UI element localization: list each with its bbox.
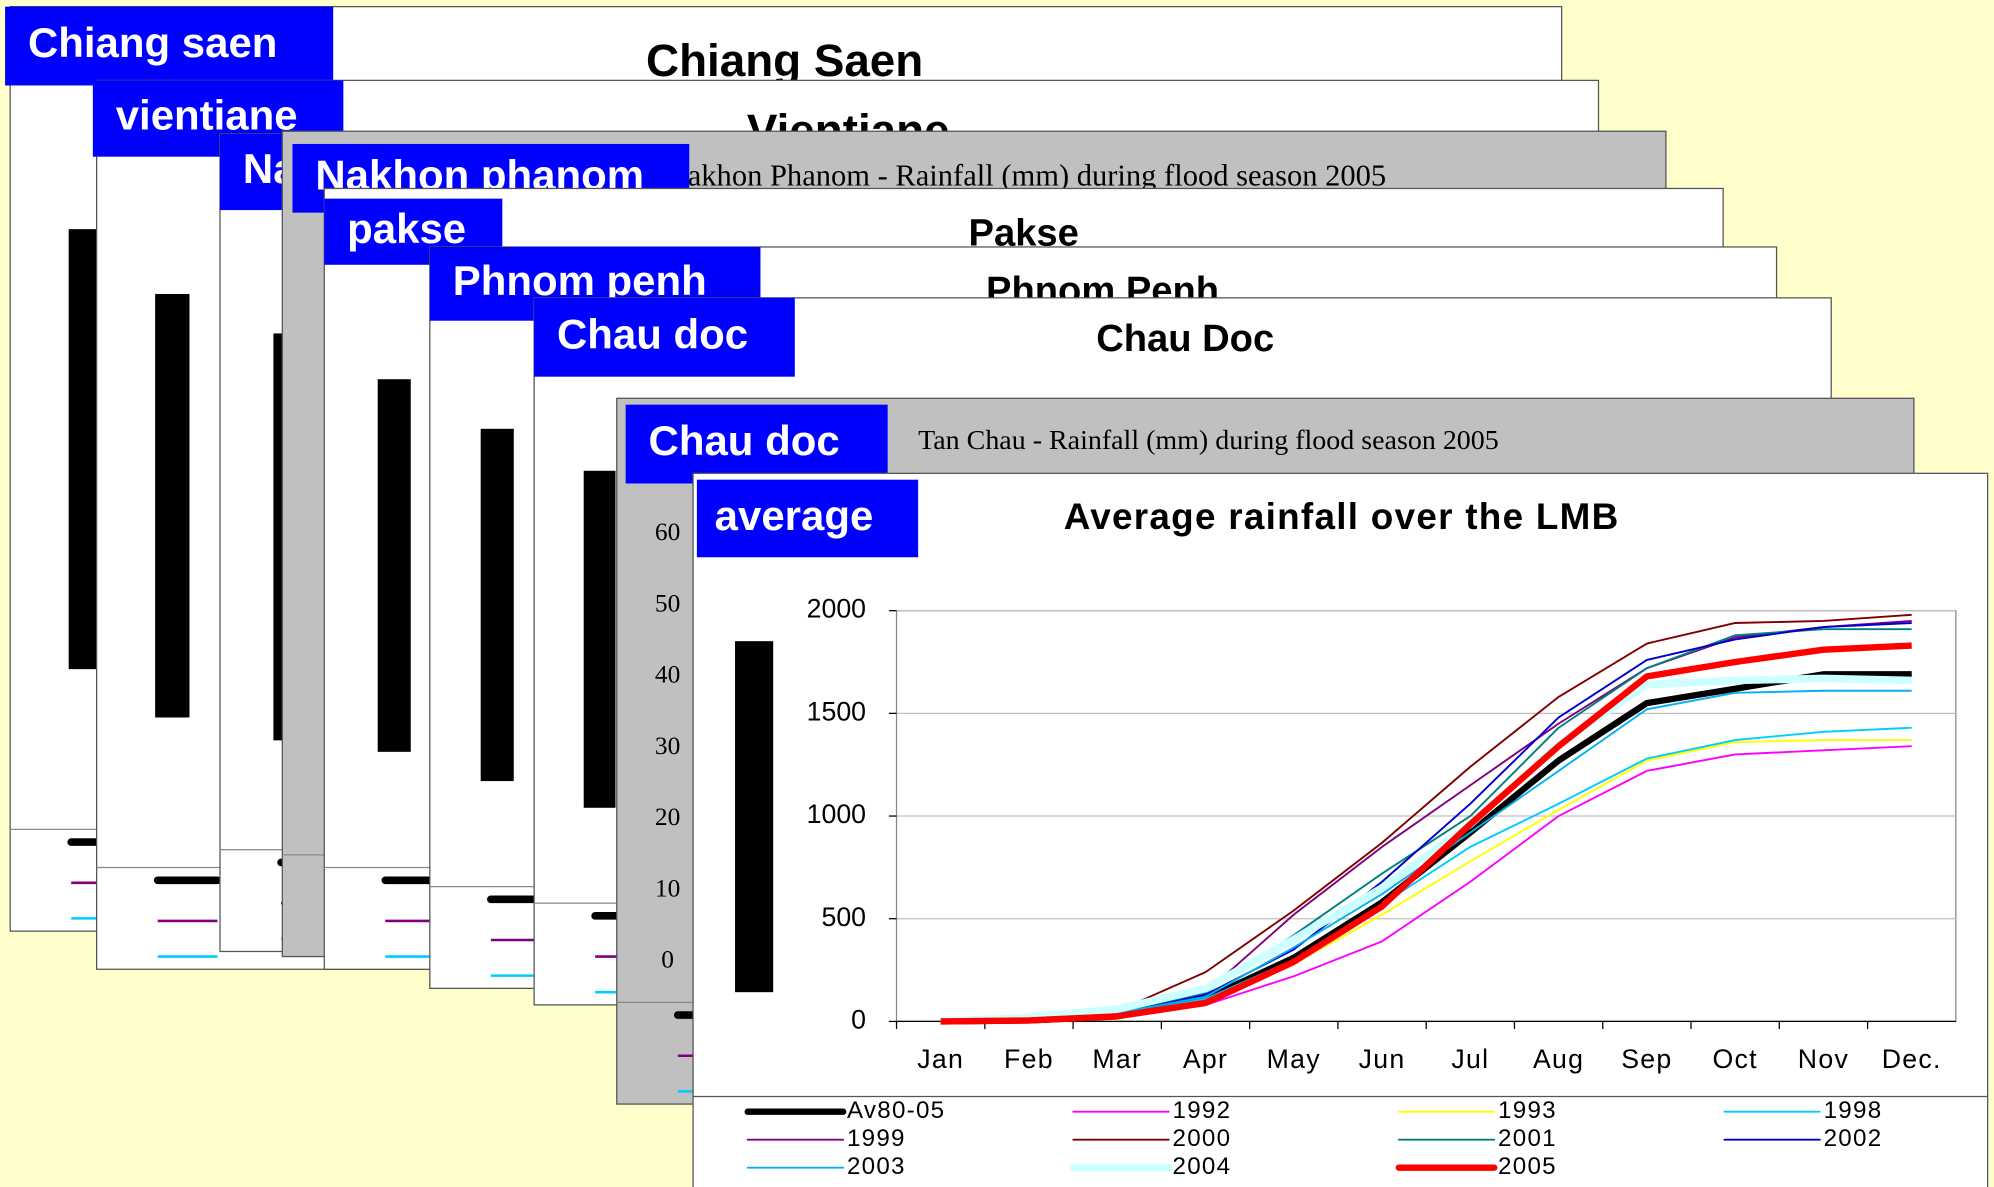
tab — [696, 479, 919, 558]
y-tick-label: 1000 — [807, 799, 866, 829]
tab-label: Chau doc — [557, 310, 748, 357]
legend-label: 2000 — [1172, 1125, 1231, 1152]
tab-label: average — [715, 492, 874, 539]
x-tick-label: Oct — [1712, 1044, 1757, 1074]
side-bar — [735, 641, 774, 993]
x-tick-label: Dec. — [1882, 1044, 1942, 1074]
tab-label: Chau doc — [649, 417, 840, 464]
x-tick-label: Jul — [1451, 1044, 1489, 1074]
x-tick-label: Sep — [1621, 1044, 1672, 1074]
x-tick-label: Apr — [1183, 1044, 1228, 1074]
legend-label: 2002 — [1824, 1125, 1883, 1152]
tab — [534, 297, 795, 377]
side-bar — [377, 379, 411, 752]
chart-title: Average rainfall over the LMB — [1064, 496, 1620, 537]
legend-label: 2003 — [847, 1153, 906, 1180]
tab-label: Chiang saen — [28, 19, 277, 66]
legend-label: 2005 — [1498, 1153, 1557, 1180]
y-tick-label: 2000 — [807, 594, 866, 624]
tab-label: pakse — [347, 205, 466, 252]
axis-label: 40 — [655, 660, 680, 689]
side-bar — [480, 428, 514, 782]
card-title: Chau Doc — [1096, 317, 1274, 360]
legend-label: 2001 — [1498, 1125, 1557, 1152]
axis-label: 30 — [655, 731, 680, 760]
axis-label: 60 — [655, 517, 680, 546]
x-tick-label: Aug — [1533, 1044, 1584, 1074]
axis-label: 10 — [655, 873, 680, 902]
series-line — [940, 674, 1912, 1026]
series-line — [940, 642, 1912, 1025]
x-tick-label: Mar — [1092, 1044, 1142, 1074]
tab-label: vientiane — [116, 92, 298, 139]
x-tick-label: Feb — [1004, 1044, 1054, 1074]
legend-label: 1998 — [1824, 1097, 1883, 1124]
x-tick-label: Jan — [917, 1044, 964, 1074]
axis-label: 0 — [661, 944, 674, 973]
card-title: Tan Chau - Rainfall (mm) during flood se… — [918, 425, 1499, 456]
tab — [5, 6, 334, 86]
legend-label: 1993 — [1498, 1097, 1557, 1124]
tab-label: Phnom penh — [453, 257, 707, 304]
axis-label: 50 — [655, 588, 680, 617]
side-bar — [155, 294, 190, 718]
card-title: Nakhon Phanom - Rainfall (mm) during flo… — [666, 158, 1386, 192]
side-bar — [583, 470, 616, 808]
side-bar — [68, 229, 97, 670]
y-tick-label: 0 — [851, 1004, 866, 1034]
x-tick-label: Nov — [1798, 1044, 1849, 1074]
x-tick-label: Jun — [1359, 1044, 1406, 1074]
axis-label: 20 — [655, 802, 680, 831]
legend-label: 1992 — [1172, 1097, 1231, 1124]
legend-label: 1999 — [847, 1125, 906, 1152]
y-tick-label: 500 — [821, 902, 866, 932]
card-title: Chiang Saen — [646, 35, 923, 86]
x-tick-label: May — [1267, 1044, 1321, 1074]
y-tick-label: 1500 — [807, 696, 866, 726]
legend-label: 2004 — [1172, 1153, 1231, 1180]
legend-label: Av80-05 — [847, 1097, 945, 1124]
tab — [625, 404, 888, 484]
